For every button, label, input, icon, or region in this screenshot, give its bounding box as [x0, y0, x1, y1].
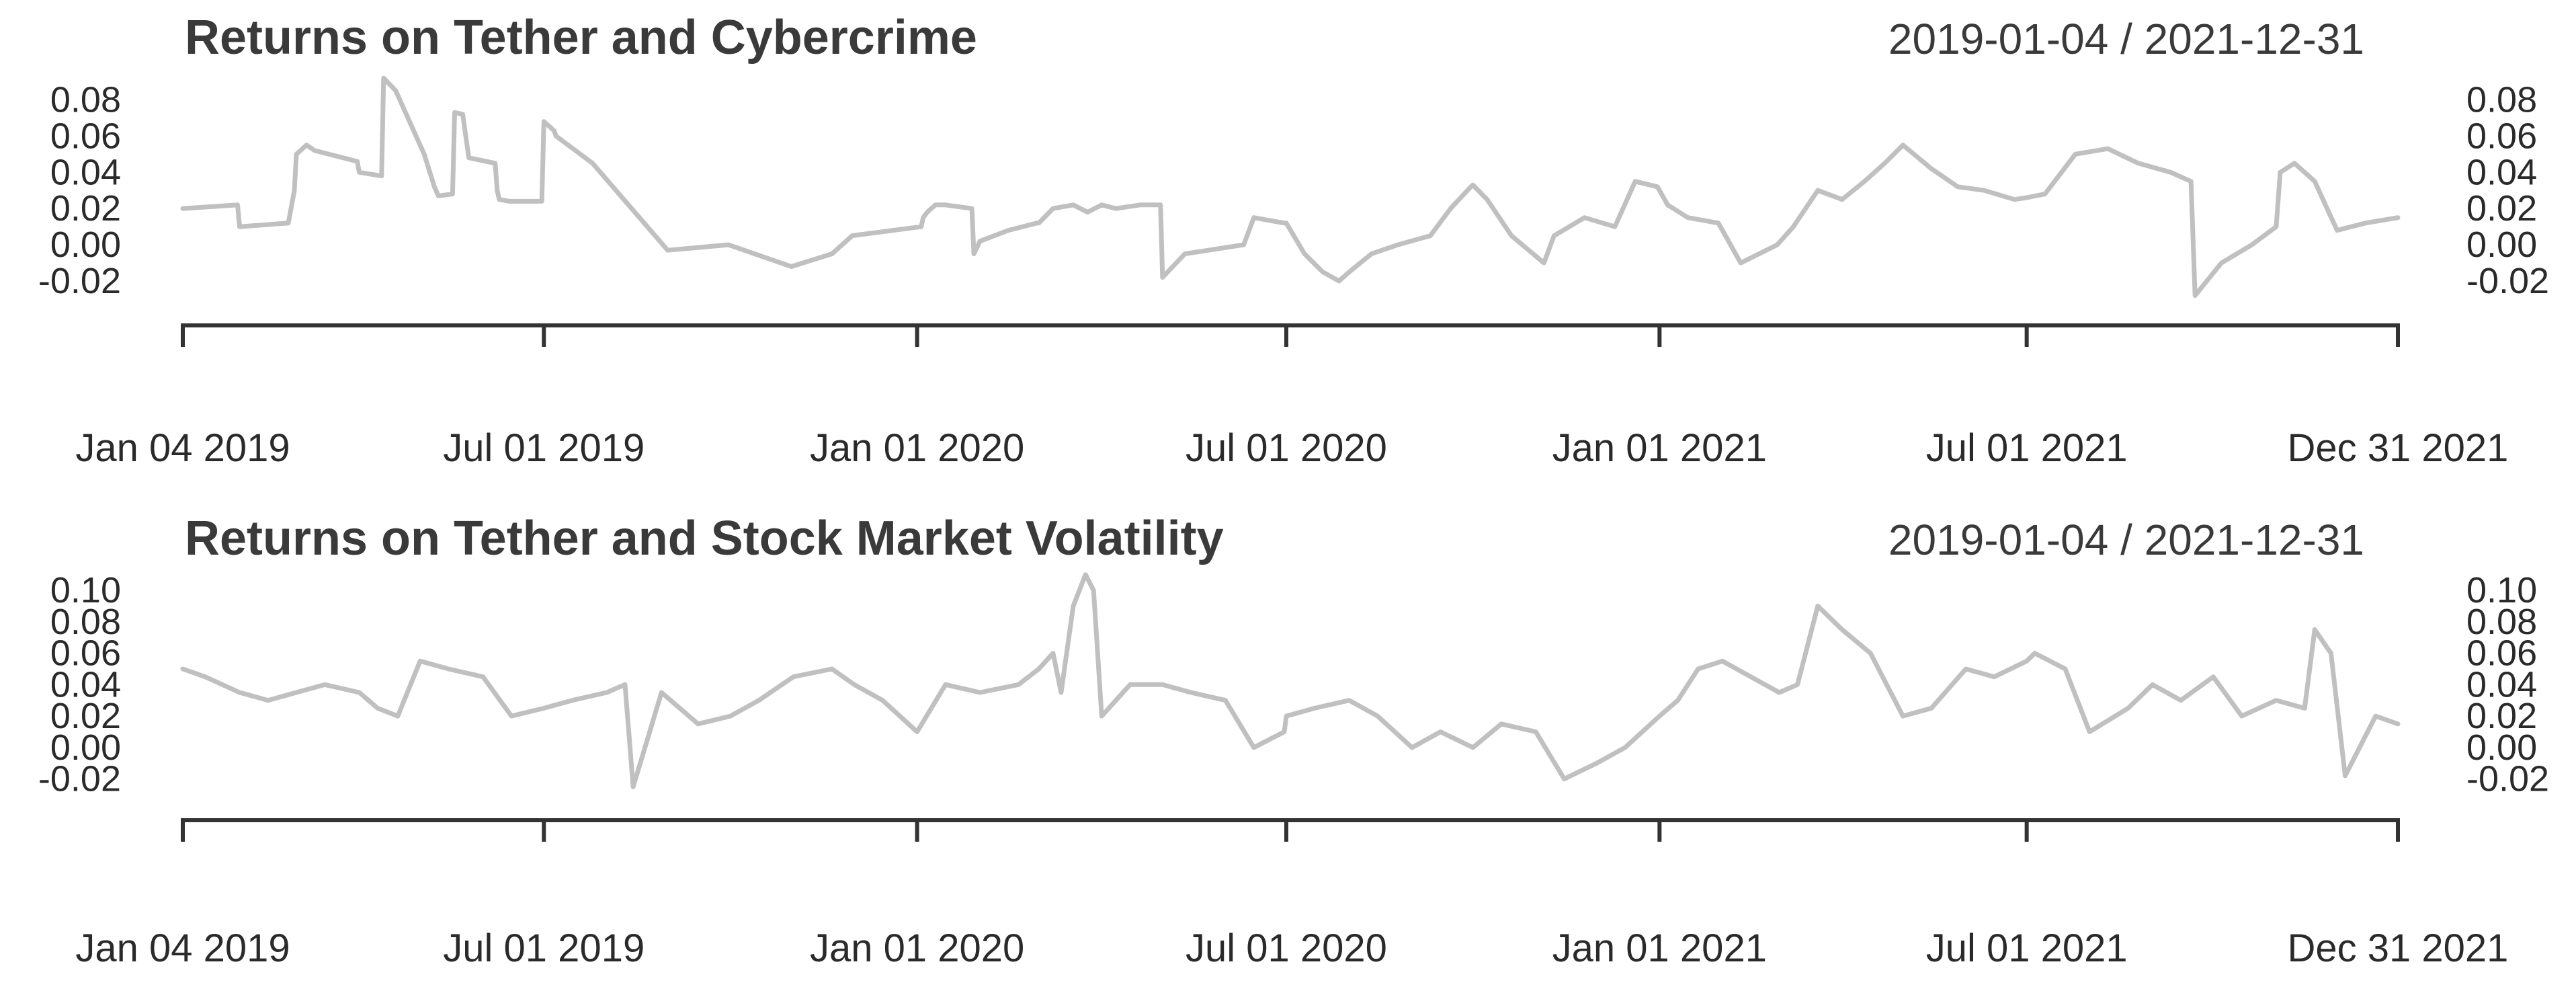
x-tick-label: Jul 01 2021 — [1926, 426, 2128, 470]
x-tick-label: Jul 01 2020 — [1186, 426, 1387, 470]
y-tick-label-right: 0.08 — [2466, 79, 2537, 120]
y-tick-label-right: 0.02 — [2466, 696, 2537, 736]
panel-1-date-range: 2019-01-04 / 2021-12-31 — [1888, 15, 2364, 63]
x-tick-label: Jan 01 2021 — [1552, 426, 1767, 470]
y-tick-label-left: 0.02 — [50, 188, 121, 229]
x-tick-label: Jul 01 2020 — [1186, 926, 1387, 970]
x-tick-label: Jan 04 2019 — [75, 426, 290, 470]
x-tick-label: Dec 31 2021 — [2288, 926, 2509, 970]
y-tick-label-right: 0.00 — [2466, 727, 2537, 768]
y-tick-label-right: 0.02 — [2466, 188, 2537, 229]
y-tick-label-left: 0.06 — [50, 633, 121, 674]
y-tick-label-right: 0.08 — [2466, 602, 2537, 642]
y-tick-label-left: 0.06 — [50, 116, 121, 156]
y-tick-label-right: 0.06 — [2466, 633, 2537, 674]
panel-2-title: Returns on Tether and Stock Market Volat… — [185, 512, 1224, 565]
y-tick-label-left: 0.08 — [50, 602, 121, 642]
y-tick-label-right: 0.06 — [2466, 116, 2537, 156]
panel-stock-volatility: Returns on Tether and Stock Market Volat… — [38, 512, 2549, 970]
x-tick-label: Dec 31 2021 — [2288, 426, 2509, 470]
panel-1-title: Returns on Tether and Cybercrime — [185, 11, 977, 65]
y-tick-label-right: -0.02 — [2466, 759, 2549, 799]
panel-2-x-ticks: Jan 04 2019 Jul 01 2019 Jan 01 2020 Jul 01 … — [75, 818, 2508, 970]
panel-2-y-axis-right: 0.100.080.060.040.020.00-0.02 — [2466, 570, 2549, 799]
y-tick-label-right: 0.04 — [2466, 152, 2537, 192]
panel-1-y-axis-right: 0.080.060.040.020.00-0.02 — [2466, 79, 2549, 301]
panel-2-date-range: 2019-01-04 / 2021-12-31 — [1888, 516, 2364, 564]
x-tick-label: Jan 01 2020 — [810, 926, 1024, 970]
y-tick-label-left: 0.04 — [50, 664, 121, 705]
y-tick-label-right: 0.10 — [2466, 570, 2537, 610]
y-tick-label-left: 0.00 — [50, 225, 121, 265]
y-tick-label-left: -0.02 — [38, 759, 121, 799]
y-tick-label-left: 0.10 — [50, 570, 121, 610]
y-tick-label-right: -0.02 — [2466, 261, 2549, 301]
panel-2-y-axis-left: 0.100.080.060.040.020.00-0.02 — [38, 570, 121, 799]
panel-1-y-axis-left: 0.080.060.040.020.00-0.02 — [38, 79, 121, 301]
y-tick-label-right: 0.00 — [2466, 225, 2537, 265]
y-tick-label-right: 0.04 — [2466, 664, 2537, 705]
y-tick-label-left: 0.08 — [50, 79, 121, 120]
x-tick-label: Jul 01 2019 — [443, 926, 645, 970]
x-tick-label: Jan 04 2019 — [75, 926, 290, 970]
y-tick-label-left: 0.02 — [50, 696, 121, 736]
panel-cybercrime: Returns on Tether and Cybercrime 2019-01… — [38, 11, 2549, 470]
x-tick-label: Jul 01 2019 — [443, 426, 645, 470]
x-tick-label: Jul 01 2021 — [1926, 926, 2128, 970]
x-tick-label: Jan 01 2020 — [810, 426, 1024, 470]
panel-1-x-ticks: Jan 04 2019 Jul 01 2019 Jan 01 2020 Jul 01 … — [75, 323, 2508, 470]
panel-1-series-line — [180, 75, 2401, 299]
y-tick-label-left: 0.00 — [50, 727, 121, 768]
x-tick-label: Jan 01 2021 — [1552, 926, 1767, 970]
y-tick-label-left: -0.02 — [38, 261, 121, 301]
panel-2-series-line — [180, 572, 2401, 789]
y-tick-label-left: 0.04 — [50, 152, 121, 192]
